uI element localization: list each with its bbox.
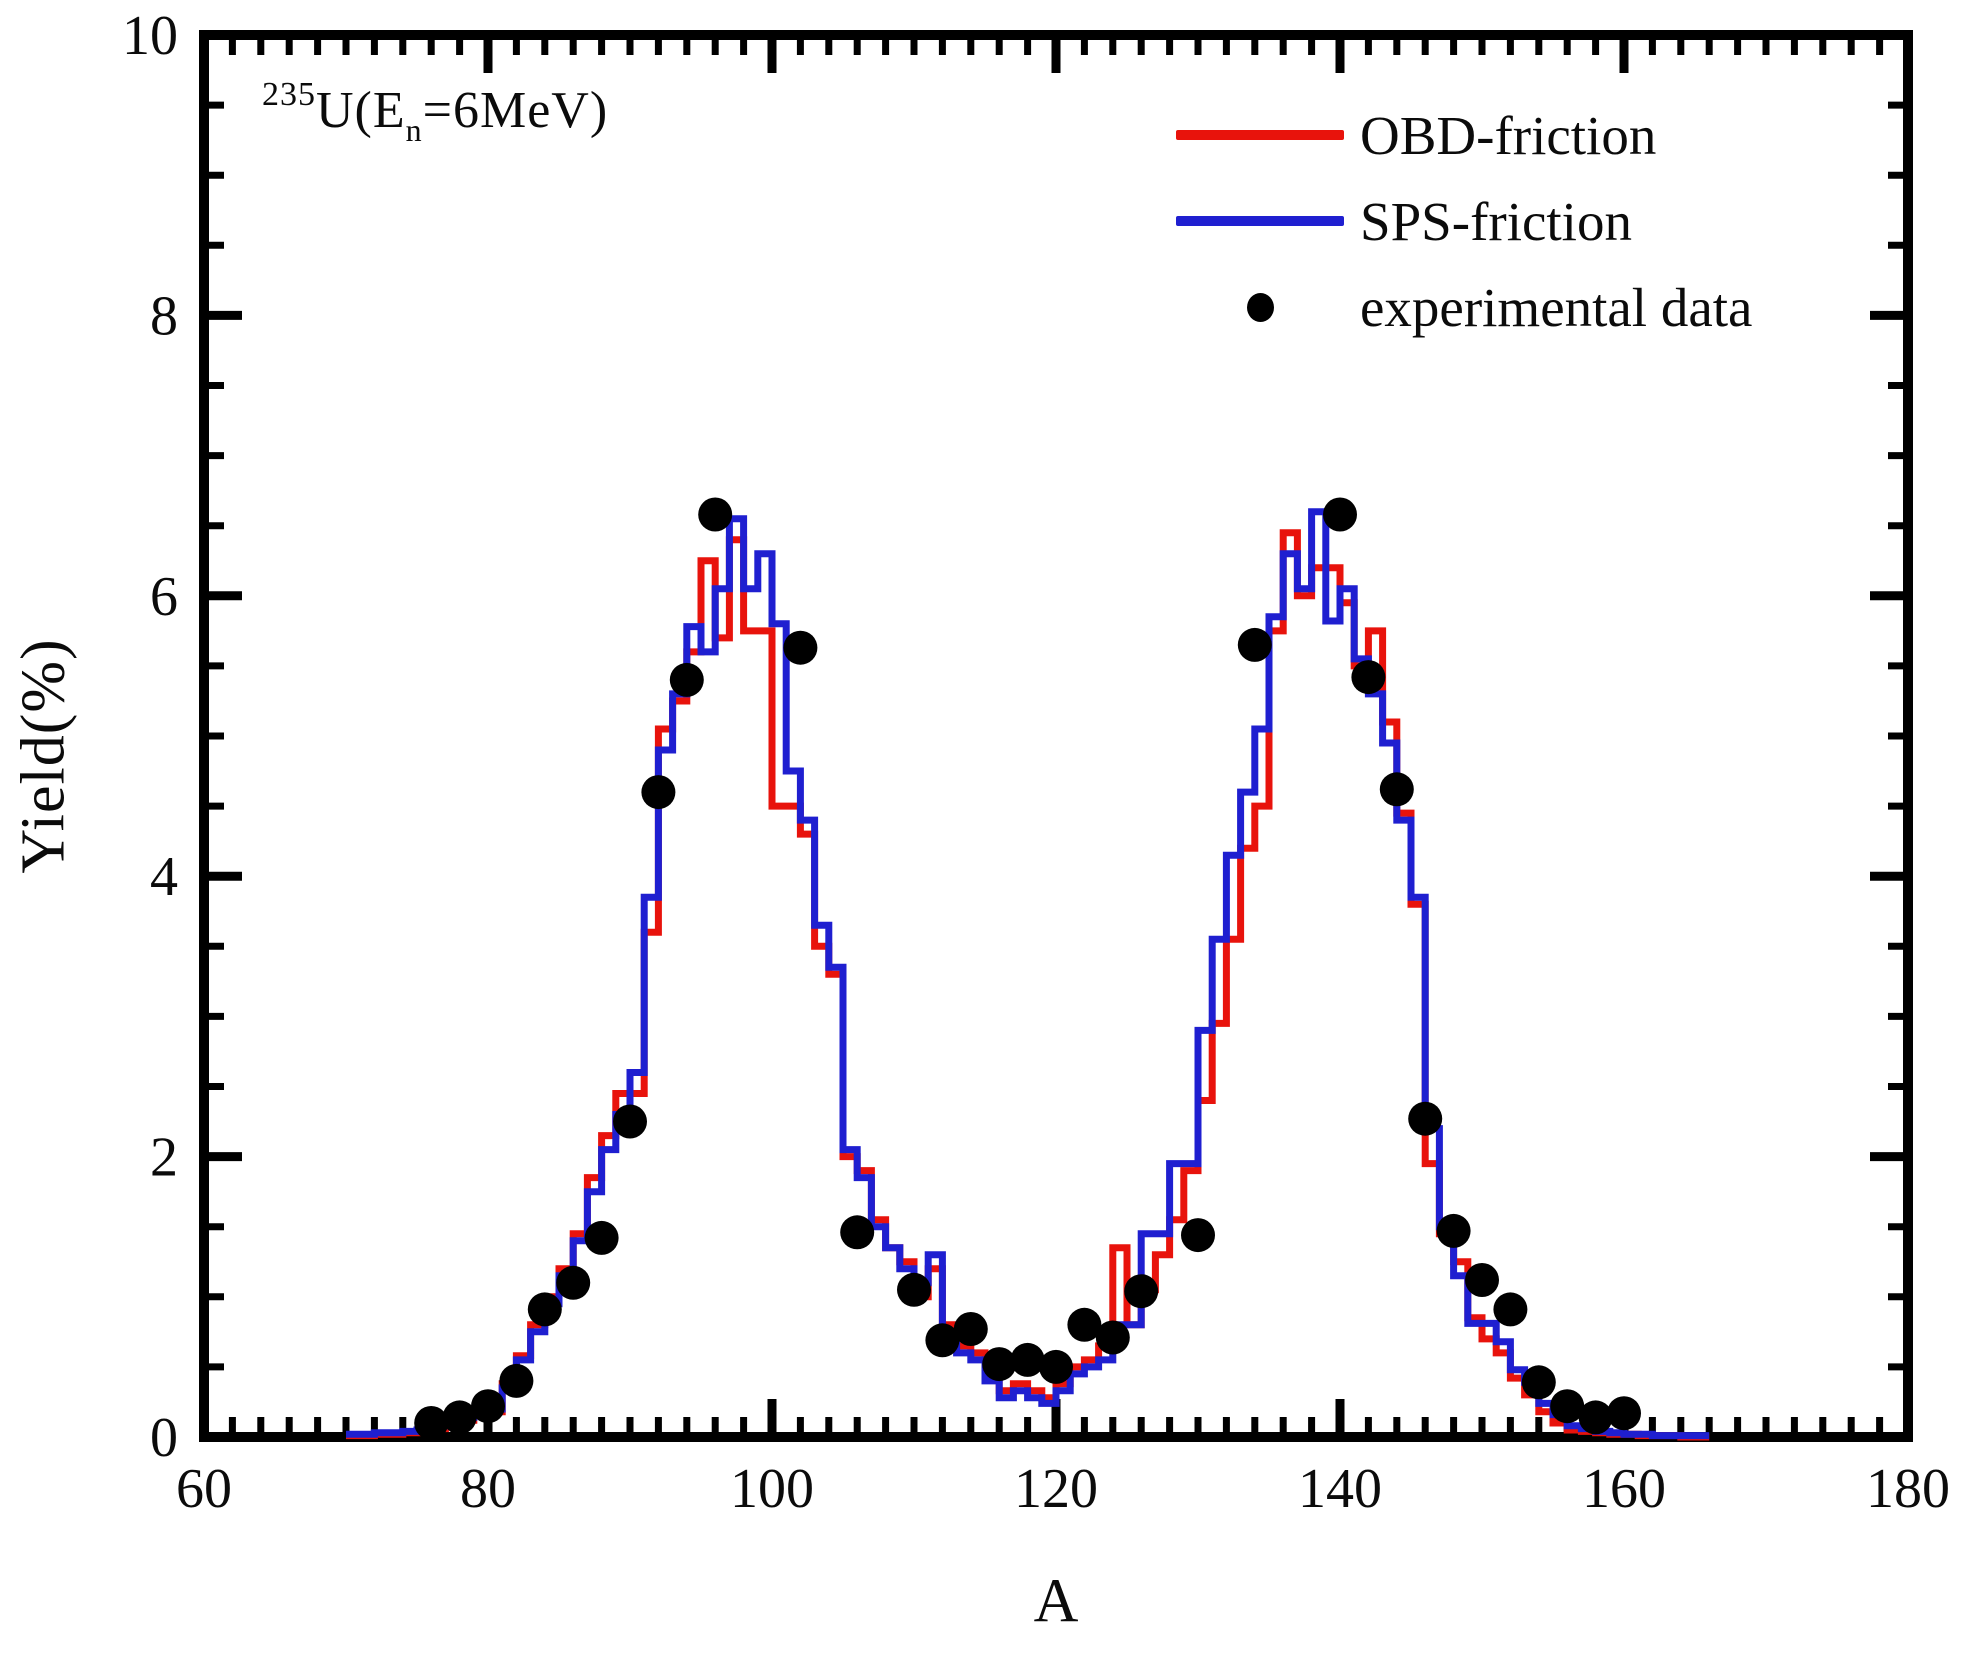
- x-tick-label: 140: [1298, 1458, 1382, 1520]
- y-tick-label: 0: [150, 1407, 178, 1469]
- x-tick-label: 160: [1582, 1458, 1666, 1520]
- experimental-data-point: [1010, 1342, 1045, 1377]
- experimental-data-point: [471, 1389, 505, 1424]
- y-tick-label: 4: [150, 846, 178, 908]
- experimental-data-point: [613, 1104, 647, 1139]
- experimental-data-point: [1351, 660, 1386, 695]
- red-line-sample-icon: [1176, 130, 1344, 140]
- experimental-data-point: [1550, 1389, 1585, 1424]
- experimental-data-point: [953, 1312, 988, 1346]
- legend-label: experimental data: [1360, 276, 1753, 338]
- y-tick-label: 10: [122, 5, 178, 67]
- experimental-data-point: [414, 1406, 449, 1440]
- x-tick-label: 60: [176, 1458, 232, 1520]
- experimental-data-point: [1578, 1400, 1613, 1435]
- experimental-data-point: [499, 1363, 534, 1398]
- x-tick-label: 100: [730, 1458, 814, 1520]
- blue-line-sample-icon: [1176, 216, 1344, 226]
- annotation-body: U(E: [316, 82, 406, 139]
- experimental-data-point: [1039, 1349, 1073, 1384]
- experimental-data-point: [442, 1400, 477, 1435]
- legend-item-sps-friction: SPS-friction: [1176, 178, 1752, 264]
- experimental-data-point: [1521, 1365, 1556, 1400]
- annotation-tail: =6MeV): [422, 82, 609, 139]
- neutron-subscript: n: [405, 112, 423, 148]
- y-tick-label: 6: [150, 566, 178, 628]
- experimental-data-point: [584, 1220, 619, 1255]
- experimental-data-point: [1095, 1320, 1130, 1355]
- experimental-data-point: [1323, 497, 1357, 532]
- experimental-data-point: [1436, 1213, 1471, 1248]
- experimental-data-point: [1067, 1307, 1102, 1342]
- experimental-data-point: [1237, 627, 1272, 662]
- experimental-data-point: [1408, 1101, 1443, 1136]
- y-tick-label: 2: [150, 1127, 178, 1189]
- reaction-annotation: 235U(En=6MeV): [262, 76, 608, 149]
- x-tick-label: 80: [460, 1458, 516, 1520]
- experimental-data-point: [1124, 1274, 1159, 1309]
- experimental-data-point: [1493, 1292, 1528, 1327]
- experimental-data-point: [1465, 1263, 1499, 1297]
- experimental-data-point: [840, 1215, 875, 1250]
- y-tick-label: 8: [150, 285, 178, 347]
- black-dot-sample-icon: [1176, 292, 1344, 322]
- legend-label: OBD-friction: [1360, 104, 1657, 166]
- y-axis-title: Yield(%): [9, 638, 78, 874]
- experimental-data-point: [925, 1323, 960, 1358]
- experimental-data-point: [641, 775, 676, 810]
- experimental-data-point: [982, 1347, 1017, 1382]
- experimental-data-point: [1181, 1218, 1215, 1253]
- x-tick-label: 120: [1014, 1458, 1098, 1520]
- experimental-data-point: [1379, 772, 1414, 807]
- legend: OBD-friction SPS-friction experimental d…: [1176, 92, 1752, 350]
- experimental-data-point: [897, 1272, 931, 1307]
- legend-label: SPS-friction: [1360, 190, 1632, 252]
- isotope-mass-superscript: 235: [262, 76, 316, 113]
- legend-item-experimental-data: experimental data: [1176, 264, 1752, 350]
- plot-frame: [199, 30, 1913, 1442]
- experimental-data-point: [669, 662, 704, 697]
- experimental-data-point: [783, 630, 818, 665]
- x-tick-label: 180: [1866, 1458, 1950, 1520]
- experimental-data-point: [556, 1265, 591, 1300]
- legend-item-obd-friction: OBD-friction: [1176, 92, 1752, 178]
- experimental-data-point: [698, 497, 733, 532]
- experimental-data-point: [1607, 1396, 1641, 1431]
- x-axis-title: A: [1033, 1567, 1079, 1636]
- experimental-data-point: [527, 1292, 562, 1327]
- series-sps-friction-path: [346, 508, 1710, 1440]
